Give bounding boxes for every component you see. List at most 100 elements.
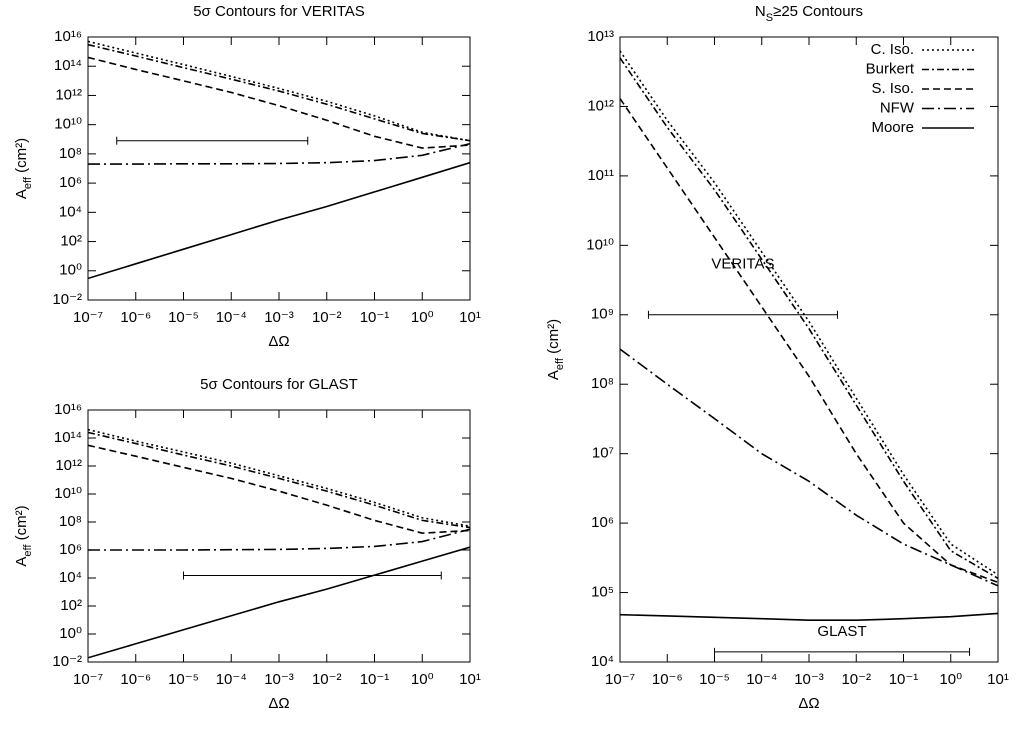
series-line — [620, 348, 998, 587]
y-axis-label-main: A — [13, 557, 30, 567]
plot-frame — [619, 36, 999, 663]
x-tick-label: 10⁻⁵ — [168, 309, 199, 326]
x-tick-label: 10⁻⁵ — [168, 671, 199, 688]
chart-title-rest: ≥25 Contours — [773, 3, 863, 20]
y-tick-label: 10⁴ — [59, 203, 82, 220]
y-tick-label: 10⁻² — [52, 291, 82, 308]
x-tick-label: 10⁻² — [841, 671, 871, 688]
x-tick-label: 10⁰ — [411, 671, 434, 688]
x-tick-label: 10⁻¹ — [360, 309, 390, 326]
y-tick-label: 10⁸ — [591, 375, 614, 392]
x-tick-label: 10⁰ — [939, 671, 962, 688]
x-tick-label: 10⁻⁴ — [216, 309, 247, 326]
chart-title-main: N — [755, 3, 766, 20]
x-tick-label: 10⁻² — [312, 671, 342, 688]
x-tick-label: 10⁻⁵ — [699, 671, 730, 688]
x-tick-label: 10⁻⁷ — [73, 671, 103, 688]
x-tick-label: 10⁰ — [411, 309, 434, 326]
chart-title: NS≥25 Contours — [755, 3, 863, 24]
series-line — [88, 142, 470, 165]
y-axis-label: Aeff (cm²) — [545, 319, 566, 380]
x-tick-label: 10⁻³ — [794, 671, 824, 688]
x-tick-label: 10⁻⁶ — [120, 309, 151, 326]
series-line — [88, 40, 470, 142]
x-tick-label: 10¹ — [459, 309, 481, 326]
y-tick-label: 10⁸ — [59, 513, 82, 530]
y-tick-label: 10¹¹ — [587, 167, 614, 184]
y-tick-label: 10⁶ — [59, 541, 82, 558]
series-line — [620, 57, 998, 580]
y-tick-label: 10¹⁴ — [54, 57, 82, 74]
x-tick-label: 10⁻¹ — [889, 671, 919, 688]
y-axis-label-sub: eff — [22, 176, 34, 189]
x-tick-label: 10⁻⁴ — [746, 671, 777, 688]
legend-label: Burkert — [866, 60, 915, 77]
legend-label: NFW — [880, 99, 915, 116]
series-line — [88, 56, 470, 149]
y-tick-label: 10² — [60, 233, 82, 250]
x-tick-label: 10⁻⁷ — [605, 671, 635, 688]
y-tick-label: 10⁵ — [591, 584, 614, 601]
series-line — [88, 431, 470, 529]
x-tick-label: 10⁻¹ — [360, 671, 390, 688]
y-axis-label-rest: (cm²) — [13, 505, 30, 544]
y-tick-label: 10¹⁰ — [54, 116, 82, 133]
range-bar-label: GLAST — [817, 623, 866, 640]
y-tick-label: 10¹⁶ — [54, 28, 82, 45]
y-tick-label: 10¹⁰ — [54, 485, 82, 502]
x-tick-label: 10⁻⁷ — [73, 309, 103, 326]
series-line — [620, 98, 998, 584]
chart-title-sub: S — [766, 12, 773, 24]
x-tick-label: 10⁻⁶ — [120, 671, 151, 688]
series-line — [620, 50, 998, 576]
y-tick-label: 10⁻² — [52, 653, 82, 670]
y-tick-label: 10⁶ — [591, 514, 614, 531]
x-axis-label: ΔΩ — [268, 695, 289, 712]
y-tick-label: 10⁰ — [59, 262, 82, 279]
y-tick-label: 10⁴ — [59, 569, 82, 586]
y-axis-label: Aeff (cm²) — [13, 138, 34, 199]
legend-label: Moore — [871, 119, 914, 136]
x-tick-label: 10⁻⁶ — [652, 671, 683, 688]
y-tick-label: 10¹² — [587, 97, 614, 114]
x-tick-label: 10⁻⁴ — [216, 671, 247, 688]
series-line — [88, 528, 470, 551]
y-tick-label: 10¹³ — [587, 28, 614, 45]
y-tick-label: 10¹⁴ — [54, 429, 82, 446]
y-tick-label: 10² — [60, 597, 82, 614]
y-tick-label: 10⁶ — [59, 174, 82, 191]
y-tick-label: 10¹⁶ — [54, 401, 82, 418]
series-line — [88, 43, 470, 142]
y-tick-label: 10⁷ — [592, 445, 614, 462]
series-line — [88, 161, 470, 280]
y-axis-label-sub: eff — [554, 357, 566, 370]
range-bar-label: VERITAS — [711, 256, 774, 273]
x-tick-label: 10⁻³ — [264, 671, 294, 688]
plot-frame — [87, 409, 471, 663]
y-tick-label: 10⁴ — [591, 653, 614, 670]
y-tick-label: 10¹² — [55, 457, 82, 474]
y-tick-label: 10¹⁰ — [586, 236, 614, 253]
series-line — [88, 428, 470, 527]
y-axis-label-main: A — [545, 370, 562, 380]
legend-label: C. Iso. — [871, 41, 914, 58]
series-line — [620, 612, 998, 621]
x-tick-label: 10¹ — [987, 671, 1009, 688]
x-axis-label: ΔΩ — [798, 695, 819, 712]
y-axis-label: Aeff (cm²) — [13, 505, 34, 566]
series-line — [88, 444, 470, 534]
x-axis-label: ΔΩ — [268, 333, 289, 350]
legend-label: S. Iso. — [871, 80, 914, 97]
y-tick-label: 10⁸ — [59, 145, 82, 162]
y-tick-label: 10⁰ — [59, 625, 82, 642]
y-tick-label: 10⁹ — [591, 306, 614, 323]
x-tick-label: 10⁻² — [312, 309, 342, 326]
y-axis-label-sub: eff — [22, 544, 34, 557]
x-tick-label: 10⁻³ — [264, 309, 294, 326]
y-axis-label-rest: (cm²) — [545, 319, 562, 358]
series-line — [88, 546, 470, 659]
x-tick-label: 10¹ — [459, 671, 481, 688]
chart-title: 5σ Contours for GLAST — [200, 376, 358, 393]
y-tick-label: 10¹² — [55, 86, 82, 103]
